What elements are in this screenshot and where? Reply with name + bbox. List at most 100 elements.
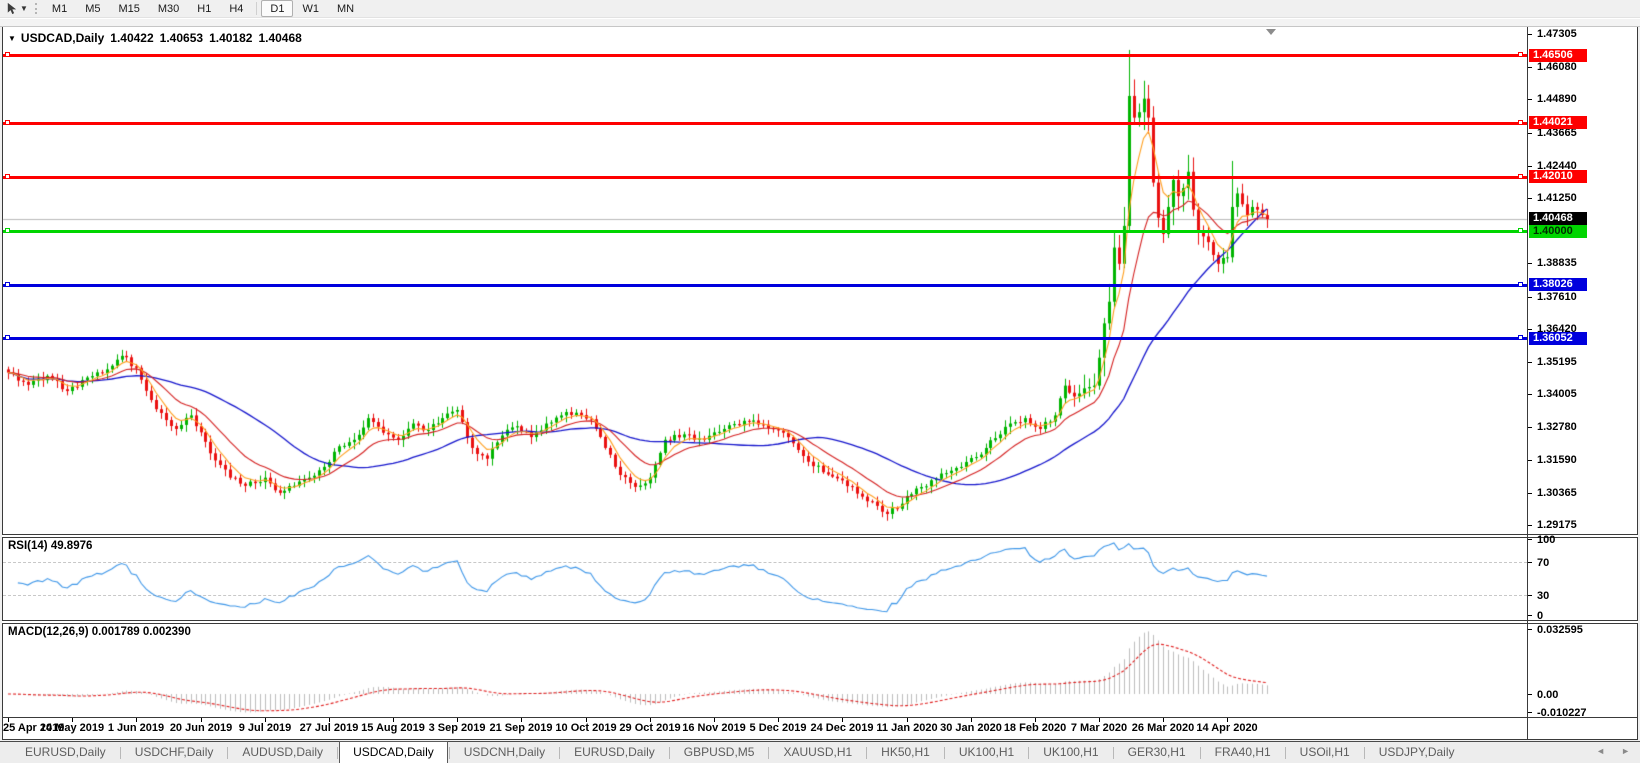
- date-tick-mark: [457, 718, 458, 722]
- tab-usoil-h1[interactable]: USOil,H1: [1299, 745, 1350, 759]
- date-tick-mark: [714, 718, 715, 722]
- price-tick-mark: [1528, 198, 1532, 199]
- tab-fra40-h1[interactable]: FRA40,H1: [1214, 745, 1271, 759]
- date-tick-label: 15 Aug 2019: [361, 722, 425, 734]
- tab-xauusd-h1[interactable]: XAUUSD,H1: [783, 745, 853, 759]
- tab-scroll-left-button[interactable]: ◄: [1596, 746, 1606, 756]
- line-anchor-square: [5, 228, 10, 233]
- macd-tick-label: 0.00: [1537, 689, 1559, 701]
- timeframe-button-h4[interactable]: H4: [229, 2, 244, 15]
- rsi-tick-mark: [1528, 562, 1532, 563]
- timeframe-button-d1[interactable]: D1: [261, 0, 294, 17]
- tab-eurusd-daily[interactable]: EURUSD,Daily: [25, 745, 106, 759]
- tab-separator: [559, 746, 561, 759]
- price-tick-mark: [1528, 133, 1532, 134]
- macd-tick-mark: [1528, 694, 1532, 695]
- date-tick-mark: [1099, 718, 1100, 722]
- tab-usdchf-daily[interactable]: USDCHF,Daily: [134, 745, 214, 759]
- date-tick-mark: [586, 718, 587, 722]
- toolbar-separator: [256, 2, 258, 15]
- price-axis-border: [1527, 27, 1528, 739]
- price-tick-label: 1.47305: [1537, 28, 1577, 40]
- tab-separator: [943, 746, 945, 759]
- current-price-badge: 1.40468: [1529, 212, 1587, 225]
- panel-separator-macd-dates: [2, 717, 1638, 718]
- price-tick-mark: [1528, 394, 1532, 395]
- tab-separator: [337, 746, 339, 759]
- tab-separator: [1028, 746, 1030, 759]
- rsi-tick-label: 100: [1537, 534, 1556, 546]
- price-line-badge: 1.46506: [1529, 49, 1587, 62]
- tab-gbpusd-m5[interactable]: GBPUSD,M5: [683, 745, 755, 759]
- line-anchor-square: [1518, 335, 1523, 340]
- macd-tick-mark: [1528, 712, 1532, 713]
- date-tick-mark: [329, 718, 330, 722]
- cursor-tool-button[interactable]: ▼: [2, 1, 31, 16]
- rsi-tick-label: 30: [1537, 590, 1550, 602]
- date-tick-label: 27 Jul 2019: [299, 722, 359, 734]
- chart-shift-marker[interactable]: [1266, 29, 1276, 35]
- tab-separator: [1199, 746, 1201, 759]
- price-tick-mark: [1528, 263, 1532, 264]
- tab-ger30-h1[interactable]: GER30,H1: [1127, 745, 1186, 759]
- timeframe-toolbar: ▼ M1 M5 M15 M30 H1 H4 D1 W1 MN: [0, 0, 1640, 18]
- date-tick-mark: [265, 718, 266, 722]
- price-tick-mark: [1528, 297, 1532, 298]
- rsi-indicator-label: RSI(14) 49.8976: [8, 540, 93, 552]
- tab-usdjpy-daily[interactable]: USDJPY,Daily: [1378, 745, 1455, 759]
- tab-separator: [1284, 746, 1286, 759]
- price-line-badge: 1.38026: [1529, 278, 1587, 291]
- timeframe-button-h1[interactable]: H1: [197, 2, 212, 15]
- timeframe-button-m30[interactable]: M30: [157, 2, 180, 15]
- timeframe-button-w1[interactable]: W1: [302, 2, 319, 15]
- chevron-down-icon: ▼: [20, 4, 28, 13]
- line-anchor-square: [1518, 282, 1523, 287]
- horizontal-line-1.42010[interactable]: [3, 174, 1527, 179]
- price-tick-mark: [1528, 460, 1532, 461]
- tab-uk100-h1[interactable]: UK100,H1: [1043, 745, 1099, 759]
- tab-scroll-right-button[interactable]: ►: [1621, 746, 1630, 756]
- price-tick-mark: [1528, 493, 1532, 494]
- timeframe-button-m5[interactable]: M5: [85, 2, 101, 15]
- panel-separator-rsi-macd[interactable]: [2, 620, 1638, 624]
- macd-tick-label: 0.032595: [1537, 624, 1583, 636]
- horizontal-line-1.46506[interactable]: [3, 52, 1527, 57]
- tab-eurusd-daily[interactable]: EURUSD,Daily: [574, 745, 655, 759]
- tab-uk100-h1[interactable]: UK100,H1: [958, 745, 1015, 759]
- date-tick-label: 29 Oct 2019: [619, 722, 681, 734]
- tab-usdcad-daily[interactable]: USDCAD,Daily: [339, 741, 448, 763]
- date-tick-label: 1 Jun 2019: [107, 722, 165, 734]
- ohlc-high-value: 1.40653: [159, 31, 204, 45]
- price-tick-label: 1.32780: [1537, 421, 1577, 433]
- tab-usdcnh-daily[interactable]: USDCNH,Daily: [463, 745, 546, 759]
- line-anchor-square: [5, 174, 10, 179]
- panel-separator-main-rsi[interactable]: [2, 534, 1638, 538]
- timeframe-button-m15[interactable]: M15: [118, 2, 140, 15]
- tab-separator: [119, 746, 121, 759]
- price-tick-label: 1.34005: [1537, 388, 1577, 400]
- tab-hk50-h1[interactable]: HK50,H1: [881, 745, 930, 759]
- date-tick-label: 14 Apr 2020: [1196, 722, 1258, 734]
- collapse-arrow-icon[interactable]: ▼: [8, 34, 16, 43]
- horizontal-line-1.44021[interactable]: [3, 120, 1527, 125]
- tab-audusd-daily[interactable]: AUDUSD,Daily: [242, 745, 324, 759]
- macd-indicator-label: MACD(12,26,9) 0.001789 0.002390: [8, 626, 191, 638]
- date-tick-label: 26 Mar 2020: [1131, 722, 1195, 734]
- tab-separator: [448, 746, 450, 759]
- timeframe-button-mn[interactable]: MN: [336, 2, 355, 15]
- price-tick-label: 1.29175: [1537, 519, 1577, 531]
- horizontal-line-1.36052[interactable]: [3, 335, 1527, 340]
- horizontal-line-1.40000[interactable]: [3, 228, 1527, 233]
- price-line-badge: 1.40000: [1529, 225, 1587, 238]
- timeframe-button-m1[interactable]: M1: [51, 2, 68, 15]
- line-anchor-square: [5, 282, 10, 287]
- date-tick-mark: [842, 718, 843, 722]
- price-tick-mark: [1528, 362, 1532, 363]
- horizontal-line-1.38026[interactable]: [3, 282, 1527, 287]
- price-tick-label: 1.31590: [1537, 454, 1577, 466]
- line-anchor-square: [1518, 120, 1523, 125]
- line-anchor-square: [1518, 52, 1523, 57]
- price-tick-mark: [1528, 525, 1532, 526]
